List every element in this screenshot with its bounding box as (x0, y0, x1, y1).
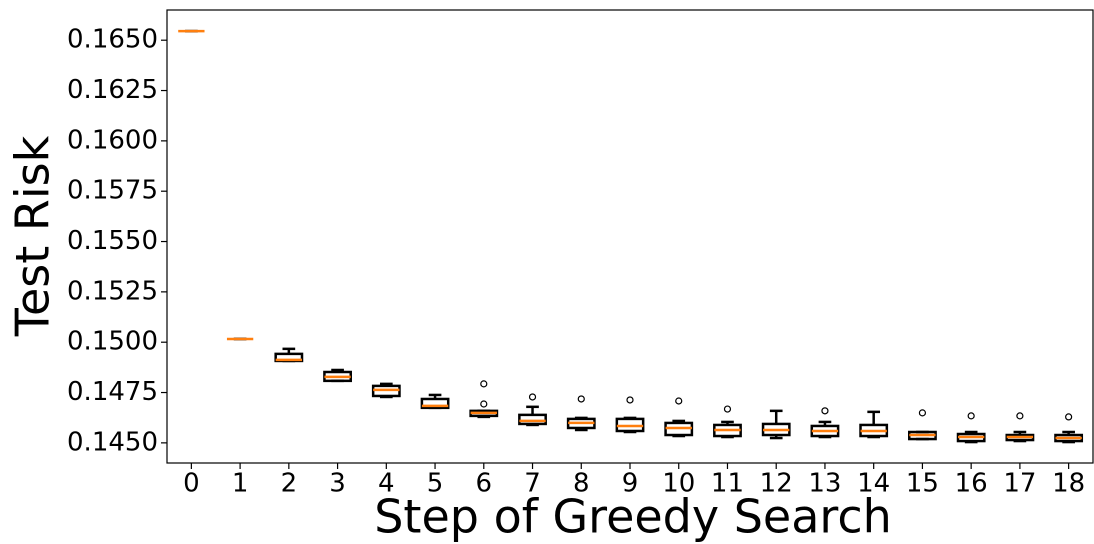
y-tick-label: 0.1475 (67, 377, 158, 407)
x-tick-label: 6 (476, 469, 493, 499)
x-tick-label: 12 (760, 469, 793, 499)
plot-frame (166, 9, 1094, 464)
y-tick-label: 0.1575 (67, 176, 158, 206)
outlier (723, 405, 732, 413)
outlier (528, 393, 537, 401)
box (420, 397, 450, 410)
x-tick-label: 2 (281, 469, 298, 499)
x-tick-label: 9 (622, 469, 639, 499)
y-tick-label: 0.1525 (67, 276, 158, 306)
outlier (1016, 412, 1024, 420)
y-tick-label: 0.1550 (67, 226, 158, 256)
x-tick-label: 13 (808, 469, 841, 499)
outlier (480, 400, 488, 408)
y-tick-label: 0.1600 (67, 125, 158, 155)
outlier (626, 396, 634, 404)
box (518, 413, 547, 426)
x-tick-label: 0 (183, 469, 200, 499)
y-tick-label: 0.1650 (67, 25, 158, 55)
y-axis-label: Test Risk (6, 135, 60, 337)
y-tick-label: 0.1625 (67, 75, 158, 105)
outlier (480, 380, 488, 388)
x-tick-label: 3 (329, 469, 346, 499)
y-tick-label: 0.1500 (67, 327, 158, 357)
outlier (967, 412, 975, 420)
outlier (675, 397, 683, 405)
x-tick-label: 11 (711, 469, 744, 499)
outlier (821, 407, 829, 415)
x-tick-label: 16 (955, 469, 988, 499)
x-tick-label: 14 (857, 469, 890, 499)
x-tick-label: 5 (427, 469, 444, 499)
x-tick-label: 8 (573, 469, 590, 499)
x-tick-label: 4 (378, 469, 395, 499)
x-tick-label: 18 (1052, 469, 1085, 499)
x-tick-label: 10 (662, 469, 695, 499)
x-tick-label: 15 (906, 469, 939, 499)
outlier (577, 395, 585, 403)
x-tick-label: 7 (524, 469, 541, 499)
x-tick-label: 1 (232, 469, 249, 499)
outlier (918, 409, 927, 417)
x-tick-label: 17 (1003, 469, 1036, 499)
x-axis-label: Step of Greedy Search (374, 490, 892, 544)
outlier (1065, 413, 1073, 421)
y-tick-label: 0.1450 (67, 427, 158, 457)
